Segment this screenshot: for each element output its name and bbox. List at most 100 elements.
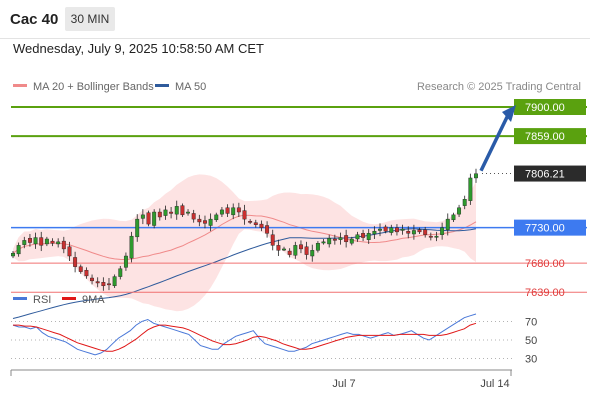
candle-body: [406, 230, 411, 234]
candle-body: [434, 235, 439, 238]
candle-body: [389, 227, 394, 233]
candle-body: [287, 250, 292, 255]
candle-body: [259, 223, 264, 228]
candle-body: [248, 221, 253, 223]
candle-body: [327, 238, 332, 245]
rsi-level-label: 70: [525, 316, 537, 328]
candle-body: [282, 248, 286, 251]
resistance-label-box: [514, 99, 586, 115]
candle-body: [22, 240, 27, 245]
resistance-label-box: [514, 128, 586, 145]
candle-body: [129, 235, 134, 259]
candle-body: [90, 277, 94, 282]
candle-body: [310, 250, 315, 257]
candle-body: [417, 229, 422, 233]
candle-body: [214, 214, 219, 221]
candle-body: [191, 213, 196, 220]
candle-body: [78, 266, 83, 272]
support-level-label: 7639.00: [525, 287, 565, 299]
legend-9ma-swatch: [62, 297, 76, 300]
candle-body: [474, 173, 478, 179]
candle-body: [378, 228, 382, 231]
candle-body: [27, 238, 32, 243]
price-panel: 7900.00 7859.00 7806.21 7730.00 7680.00 7639.…: [11, 99, 587, 319]
timeframe-button[interactable]: 30 MIN: [65, 7, 115, 31]
chart-header: Cac 40 30 MIN: [0, 0, 590, 39]
candle-body: [219, 209, 224, 215]
pivot-label-box: [514, 219, 586, 236]
candle-body: [140, 214, 145, 219]
candle-body: [33, 237, 38, 245]
candle-body: [39, 237, 44, 246]
candle-body: [270, 234, 275, 246]
timestamp: Wednesday, July 9, 2025 10:58:50 AM CET: [13, 41, 264, 56]
candle-body: [366, 233, 371, 240]
candle-body: [344, 235, 349, 243]
candle-body: [395, 227, 399, 233]
candle-body: [163, 209, 168, 216]
candle-body: [304, 246, 309, 255]
candle-body: [61, 240, 66, 250]
candle-body: [253, 222, 258, 225]
last-price-label-box: [514, 165, 586, 182]
candle-body: [146, 212, 151, 225]
pivot-level-label: 7730.00: [525, 223, 565, 235]
candle-body: [361, 233, 366, 238]
candle-body: [462, 199, 467, 206]
resistance-level-label: 7900.00: [525, 102, 565, 114]
resistance-level-label: 7859.00: [525, 131, 565, 143]
candle-body: [186, 211, 190, 214]
candle-body: [440, 227, 445, 235]
candle-body: [428, 235, 433, 238]
candle-body: [118, 268, 123, 277]
candle-body: [107, 283, 111, 286]
candle-body: [67, 246, 72, 257]
candle-body: [11, 252, 15, 257]
forecast-arrow-head: [502, 105, 516, 122]
candle-body: [44, 238, 49, 245]
candle-body: [321, 241, 326, 244]
legend-ma20-label: MA 20 + Bollinger Bands: [33, 81, 154, 93]
candle-body: [56, 241, 61, 245]
candle-body: [315, 243, 320, 251]
candle-body: [95, 281, 100, 284]
candle-body: [457, 207, 462, 215]
x-tick-label: Jul 7: [332, 378, 355, 390]
candle-body: [276, 245, 281, 251]
rsi-level-label: 30: [525, 354, 537, 366]
candle-body: [400, 228, 405, 231]
candle-body: [174, 206, 179, 215]
candle-body: [411, 230, 416, 235]
credit-text: Research © 2025 Trading Central: [417, 81, 581, 93]
candle-body: [73, 257, 78, 267]
candle-body: [349, 238, 354, 244]
forecast-arrow-shaft: [479, 114, 510, 172]
x-tick-label: Jul 14: [480, 378, 509, 390]
candle-body: [208, 218, 213, 226]
candle-body: [445, 218, 450, 230]
support-level-label: 7680.00: [525, 258, 565, 270]
candle-body: [299, 244, 303, 250]
candle-body: [231, 207, 236, 216]
candle-body: [338, 237, 343, 240]
candle-body: [84, 270, 89, 277]
legend-rsi-label: RSI: [33, 294, 51, 306]
candle-body: [451, 214, 456, 221]
candle-body: [50, 240, 55, 244]
legend-9ma-label: 9MA: [82, 294, 105, 306]
bollinger-band: [13, 174, 476, 312]
candle-body: [16, 245, 21, 255]
candle-body: [112, 276, 117, 287]
candle-body: [180, 205, 185, 216]
rsi-9ma-line: [13, 322, 477, 352]
instrument-title: Cac 40: [10, 11, 59, 28]
legend-ma50-label: MA 50: [175, 81, 206, 93]
candle-body: [203, 220, 207, 224]
rsi-level-label: 50: [525, 335, 537, 347]
candle-body: [242, 210, 247, 220]
candle-body: [265, 225, 270, 234]
candle-body: [157, 211, 162, 218]
candle-body: [123, 255, 128, 268]
candle-body: [225, 207, 230, 214]
